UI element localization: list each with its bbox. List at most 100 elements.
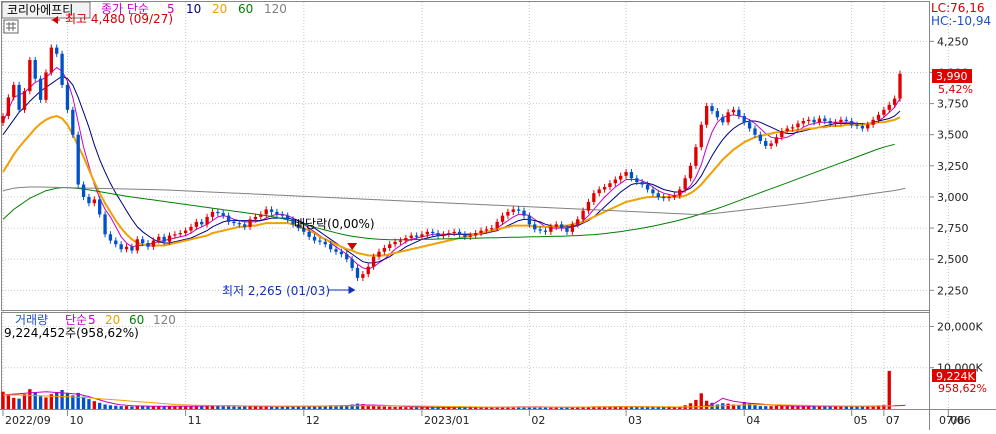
volume-bar bbox=[194, 405, 199, 409]
volume-bar bbox=[559, 407, 564, 409]
volume-bar bbox=[667, 407, 671, 409]
volume-bar bbox=[350, 404, 354, 409]
grid-toggle-icon[interactable] bbox=[3, 19, 19, 34]
volume-bar bbox=[280, 406, 284, 409]
candle bbox=[275, 211, 279, 215]
volume-bar bbox=[747, 403, 752, 409]
date-tick-label: 10 bbox=[69, 414, 83, 427]
volume-bar bbox=[205, 405, 209, 409]
candle bbox=[98, 199, 102, 215]
price-tick-label: 3,750 bbox=[937, 98, 969, 111]
volume-bar bbox=[81, 396, 86, 409]
volume-tick-label: 20,000K bbox=[937, 320, 983, 333]
volume-bar bbox=[334, 405, 338, 409]
volume-bar bbox=[33, 392, 37, 409]
date-tick-label: 05 bbox=[854, 414, 868, 427]
candle bbox=[87, 196, 91, 204]
candle bbox=[882, 109, 886, 115]
candle bbox=[12, 84, 16, 98]
candle bbox=[167, 235, 172, 242]
volume-bar bbox=[431, 407, 435, 409]
dividend-label: 배당락(0,00%) bbox=[294, 217, 375, 231]
volume-ma-legend-60: 60 bbox=[129, 313, 144, 327]
volume-bar bbox=[167, 406, 172, 409]
volume-bar bbox=[468, 407, 472, 409]
volume-bar bbox=[108, 405, 113, 409]
candle bbox=[296, 224, 301, 229]
candle bbox=[243, 224, 247, 227]
volume-label: 거래량 bbox=[15, 313, 48, 327]
volume-bar bbox=[189, 406, 193, 409]
volume-bar bbox=[533, 407, 537, 409]
candle bbox=[248, 219, 252, 227]
lc-value: LC:76,16 bbox=[931, 1, 984, 15]
candle bbox=[651, 189, 655, 194]
volume-bar bbox=[452, 407, 456, 409]
candle bbox=[898, 73, 902, 99]
volume-bar bbox=[1, 391, 5, 409]
volume-bar bbox=[876, 405, 881, 409]
candle bbox=[640, 182, 644, 185]
date-tick-label: 02 bbox=[531, 414, 545, 427]
candle bbox=[393, 241, 397, 245]
volume-bar bbox=[302, 406, 306, 409]
candle bbox=[602, 187, 607, 190]
candle bbox=[55, 47, 59, 54]
stock-name-box[interactable] bbox=[1, 1, 91, 19]
candle bbox=[33, 60, 37, 79]
current-volume: 9,224K bbox=[936, 370, 975, 383]
candle bbox=[291, 219, 295, 225]
volume-bar bbox=[855, 406, 859, 409]
candle bbox=[796, 123, 800, 128]
volume-bar bbox=[92, 401, 96, 409]
ma-line-120 bbox=[2, 186, 906, 215]
candle bbox=[119, 244, 123, 250]
volume-bar bbox=[490, 407, 494, 409]
candle bbox=[162, 236, 166, 242]
candle bbox=[887, 104, 891, 110]
volume-bar bbox=[753, 405, 757, 409]
candle bbox=[565, 228, 569, 232]
candle bbox=[436, 233, 440, 236]
volume-bar bbox=[307, 406, 311, 409]
candle bbox=[382, 248, 387, 252]
candle bbox=[592, 193, 596, 202]
price-panel-frame bbox=[1, 1, 930, 311]
current-price-box bbox=[932, 69, 972, 83]
price-candles bbox=[1, 44, 902, 281]
volume-bar bbox=[275, 406, 279, 409]
candle bbox=[533, 224, 537, 230]
candle bbox=[307, 231, 311, 237]
candle bbox=[758, 134, 763, 141]
volume-bar bbox=[640, 407, 644, 409]
volume-bar bbox=[162, 406, 166, 409]
volume-bar bbox=[651, 407, 655, 409]
volume-bar bbox=[549, 407, 553, 409]
candle bbox=[328, 244, 333, 250]
volume-bar bbox=[774, 406, 779, 409]
volume-bar bbox=[629, 406, 634, 409]
volume-bar bbox=[157, 406, 161, 409]
candle bbox=[103, 214, 107, 235]
volume-bar bbox=[119, 406, 123, 409]
candle bbox=[522, 210, 526, 216]
volume-bar bbox=[296, 406, 301, 409]
price-tick-label: 2,250 bbox=[937, 284, 969, 297]
price-tick-label: 3,250 bbox=[937, 160, 969, 173]
volume-bar bbox=[516, 406, 521, 409]
grid-toggle-glyph bbox=[6, 22, 16, 31]
date-tick-label: 07 bbox=[886, 414, 900, 427]
volume-bar bbox=[286, 406, 290, 409]
candle bbox=[769, 143, 773, 146]
volume-bar bbox=[210, 405, 215, 409]
volume-bar bbox=[388, 406, 392, 409]
candle bbox=[76, 134, 80, 185]
candle bbox=[844, 119, 848, 122]
candle bbox=[635, 178, 639, 183]
candle bbox=[807, 119, 811, 122]
volume-bar bbox=[264, 406, 268, 409]
volume-bar bbox=[500, 406, 505, 409]
volume-bar bbox=[463, 407, 467, 409]
